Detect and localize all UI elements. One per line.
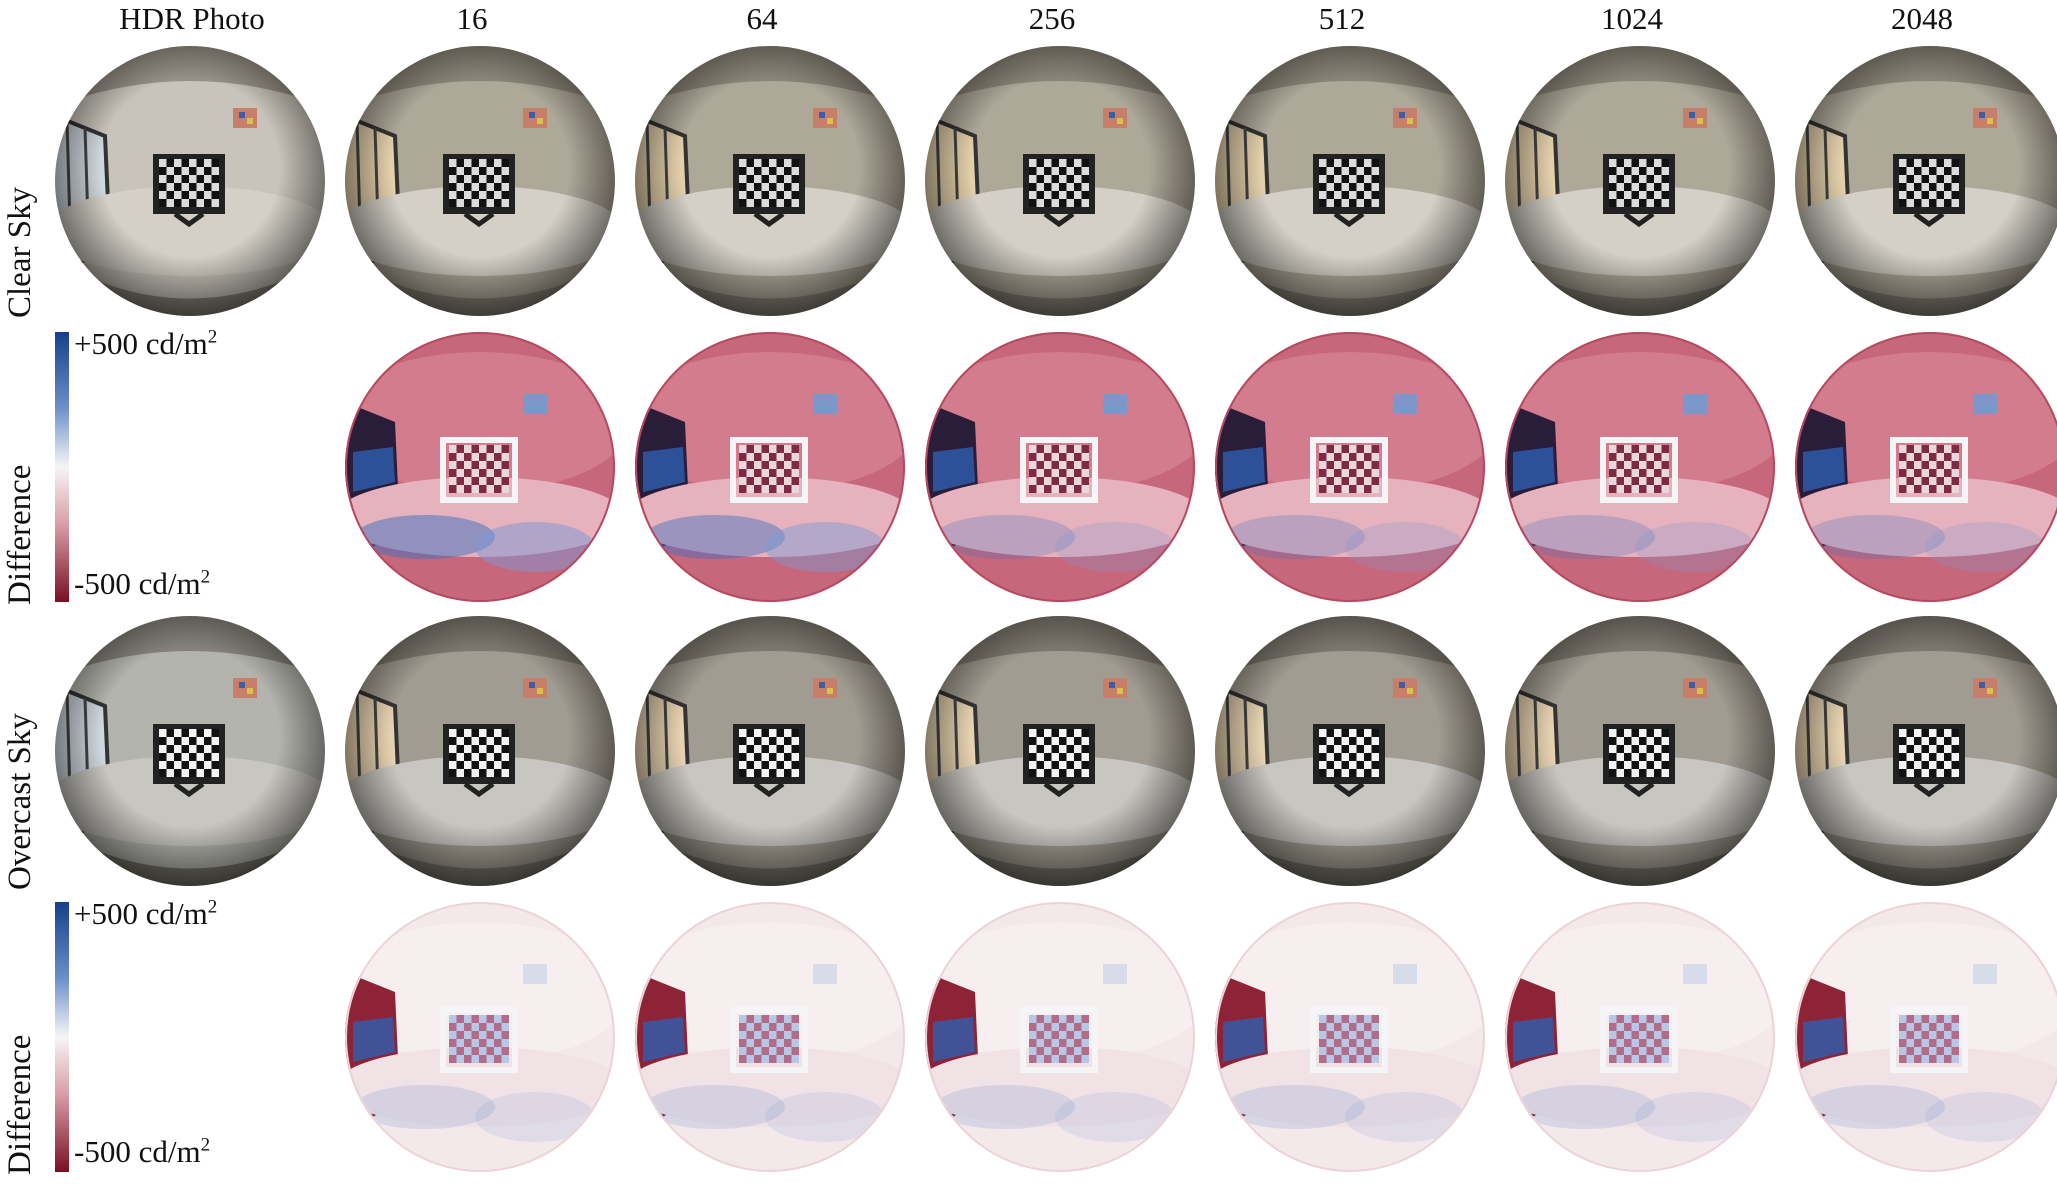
fisheye-image-overcast-sky-512 <box>1215 616 1485 886</box>
column-header-64: 64 <box>746 1 778 36</box>
fisheye-image-difference-overcast-2048 <box>1795 902 2057 1172</box>
colorbar-overcast <box>55 902 69 1172</box>
fisheye-image-overcast-sky-1024 <box>1505 616 1775 886</box>
fisheye-image-overcast-sky-2048 <box>1795 616 2057 886</box>
fisheye-image-difference-clear-2048 <box>1795 332 2057 602</box>
fisheye-image-difference-clear-64 <box>635 332 905 602</box>
row-label-overcast-sky: Overcast Sky <box>2 713 38 890</box>
row-label-difference-clear: Difference <box>2 464 38 605</box>
colorbar-overcast-bottom-label: -500 cd/m2 <box>74 1134 211 1169</box>
colorbar-overcast-top-label: +500 cd/m2 <box>74 896 218 931</box>
colorbar-clear-top-label: +500 cd/m2 <box>74 326 218 361</box>
row-label-clear-sky: Clear Sky <box>2 186 38 318</box>
column-header-512: 512 <box>1318 1 1366 36</box>
fisheye-image-clear-sky-1024 <box>1505 46 1775 316</box>
row-label-difference-overcast: Difference <box>2 1034 38 1175</box>
fisheye-image-difference-clear-512 <box>1215 332 1485 602</box>
fisheye-image-difference-clear-16 <box>345 332 615 602</box>
fisheye-image-clear-sky-hdr-photo <box>55 46 325 316</box>
fisheye-image-difference-clear-1024 <box>1505 332 1775 602</box>
fisheye-image-clear-sky-64 <box>635 46 905 316</box>
fisheye-image-difference-overcast-256 <box>925 902 1195 1172</box>
fisheye-image-difference-overcast-512 <box>1215 902 1485 1172</box>
fisheye-image-clear-sky-512 <box>1215 46 1485 316</box>
fisheye-image-clear-sky-16 <box>345 46 615 316</box>
fisheye-image-overcast-sky-hdr-photo <box>55 616 325 886</box>
fisheye-image-difference-overcast-16 <box>345 902 615 1172</box>
fisheye-image-difference-overcast-64 <box>635 902 905 1172</box>
column-header-hdr-photo: HDR Photo <box>119 1 265 36</box>
colorbar-clear <box>55 332 69 602</box>
column-header-2048: 2048 <box>1891 1 1953 36</box>
fisheye-image-difference-overcast-1024 <box>1505 902 1775 1172</box>
fisheye-image-overcast-sky-256 <box>925 616 1195 886</box>
column-header-1024: 1024 <box>1601 1 1663 36</box>
fisheye-image-clear-sky-256 <box>925 46 1195 316</box>
fisheye-image-overcast-sky-64 <box>635 616 905 886</box>
fisheye-image-clear-sky-2048 <box>1795 46 2057 316</box>
column-header-16: 16 <box>456 1 488 36</box>
column-header-256: 256 <box>1028 1 1076 36</box>
colorbar-clear-bottom-label: -500 cd/m2 <box>74 566 211 601</box>
fisheye-image-difference-clear-256 <box>925 332 1195 602</box>
fisheye-image-overcast-sky-16 <box>345 616 615 886</box>
